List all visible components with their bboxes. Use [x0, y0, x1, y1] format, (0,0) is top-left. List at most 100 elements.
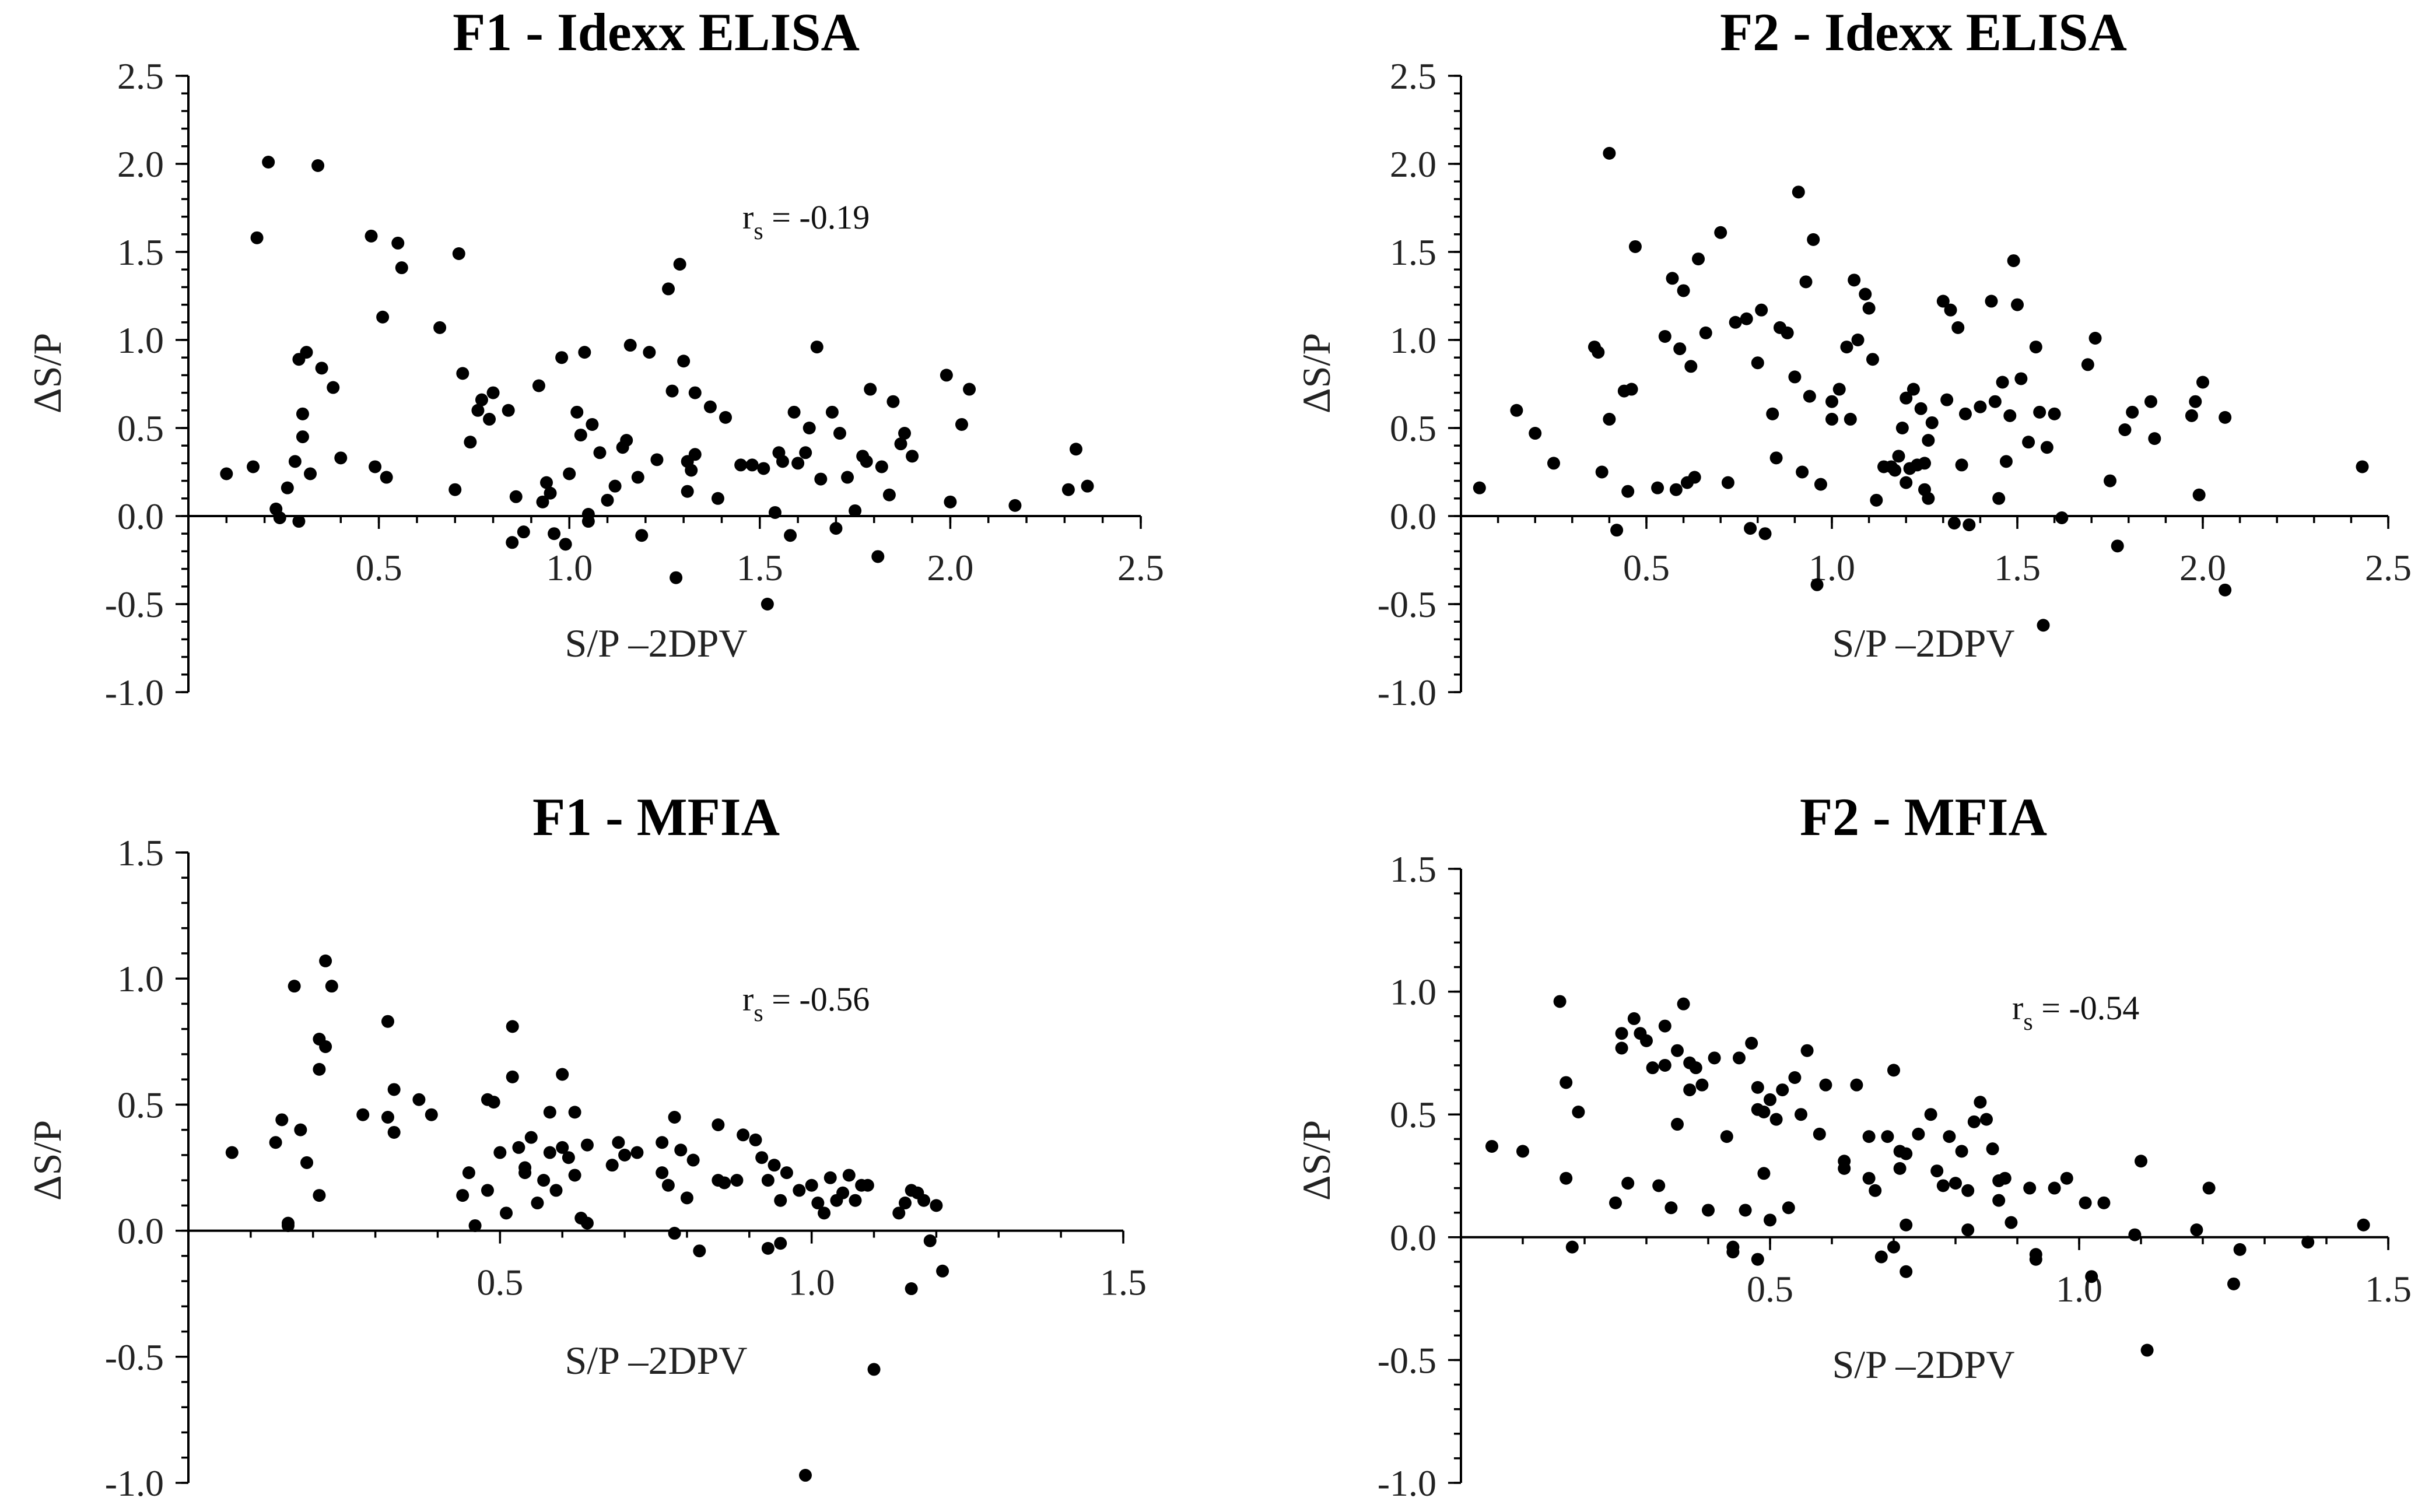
data-point [1615, 1027, 1628, 1040]
data-point [1998, 1171, 2012, 1185]
data-point [662, 282, 675, 296]
data-point [1688, 471, 1701, 484]
data-point [836, 1186, 850, 1199]
data-point [730, 1174, 744, 1187]
x-tick-label: 2.0 [927, 547, 973, 588]
data-point [1702, 1204, 1715, 1217]
data-point [787, 405, 801, 419]
y-axis-label: ΔS/P [1294, 1120, 1338, 1201]
data-point [2148, 432, 2161, 445]
data-point [468, 1219, 482, 1232]
data-point [562, 1151, 575, 1164]
y-tick-label: -0.5 [105, 584, 164, 625]
data-point [1862, 301, 1876, 315]
y-tick-label: -1.0 [1378, 1462, 1436, 1504]
data-point [2140, 1343, 2154, 1357]
y-tick-label: 1.0 [117, 320, 164, 361]
x-tick-label: 2.5 [2365, 547, 2412, 588]
data-point [1996, 376, 2009, 389]
chart-title: F2 - Idexx ELISA [1720, 2, 2127, 62]
panel-f1-idexx-elisa: F1 - Idexx ELISA S/P –2DPV ΔS/P rs = -0.… [25, 2, 1164, 713]
data-point [755, 1151, 769, 1164]
data-point [292, 515, 306, 528]
data-point [818, 1206, 831, 1220]
y-axis-label: ΔS/P [25, 1120, 69, 1201]
y-tick-label: 0.5 [117, 1084, 164, 1125]
data-point [1664, 1201, 1678, 1215]
y-axis-label: ΔS/P [25, 333, 69, 413]
data-point [2088, 331, 2102, 345]
data-point [680, 1191, 693, 1205]
data-point [1869, 1184, 1882, 1197]
data-point [1814, 478, 1827, 491]
data-point [1592, 346, 1605, 359]
data-point [327, 381, 340, 394]
data-point [2085, 1270, 2098, 1283]
y-tick-label: 2.5 [1390, 55, 1436, 97]
data-point [387, 1083, 401, 1096]
data-point [1565, 1240, 1579, 1254]
y-tick-label: 0.0 [1390, 496, 1436, 537]
data-point [365, 229, 378, 243]
data-point [849, 504, 862, 517]
data-point [356, 1108, 370, 1121]
data-point [1677, 997, 1690, 1011]
y-tick-label: 1.5 [1390, 231, 1436, 273]
data-point [1547, 457, 1560, 470]
data-point [456, 367, 469, 380]
data-point [1796, 465, 1809, 479]
data-point [1988, 395, 2002, 408]
data-point [1069, 443, 1082, 456]
x-tick-label: 2.0 [2179, 547, 2226, 588]
data-point [1714, 226, 1727, 239]
data-point [737, 1128, 750, 1142]
data-point [544, 486, 557, 500]
data-point [871, 550, 885, 563]
data-point [2037, 619, 2050, 632]
data-point [1758, 527, 1772, 541]
x-tick-label: 0.5 [356, 547, 402, 588]
y-tick-label: 1.5 [117, 832, 164, 873]
data-point [395, 261, 408, 275]
data-point [906, 450, 919, 463]
data-point [776, 455, 789, 468]
data-point [563, 467, 576, 480]
data-point [643, 346, 656, 359]
data-point [2029, 1253, 2042, 1266]
data-point [1603, 412, 1616, 426]
data-point [892, 1206, 906, 1220]
data-point [2144, 395, 2157, 408]
data-point [500, 1206, 513, 1220]
data-point [1572, 1105, 1585, 1118]
data-point [798, 1469, 812, 1482]
data-point [1955, 458, 1968, 472]
data-point [1609, 1196, 1622, 1209]
data-point [2118, 423, 2132, 437]
x-tick-label: 1.5 [1100, 1262, 1147, 1303]
data-point [1859, 287, 1872, 301]
y-tick-label: -1.0 [105, 1462, 164, 1504]
data-point [1699, 326, 1712, 339]
data-point [810, 341, 823, 354]
data-point [559, 538, 572, 551]
data-point [665, 384, 679, 398]
data-point [1914, 402, 1928, 415]
data-point [1958, 407, 1972, 420]
y-tick-label: 1.0 [1390, 320, 1436, 361]
data-point [574, 429, 587, 442]
data-point [1943, 1130, 1956, 1143]
y-tick-label: -0.5 [1378, 584, 1436, 625]
data-point [905, 1282, 918, 1296]
data-point [1900, 476, 1913, 489]
data-point [1961, 1223, 1975, 1237]
data-point [518, 1166, 532, 1180]
data-point [471, 404, 485, 417]
data-point [1974, 400, 1987, 413]
data-point [568, 1106, 581, 1119]
data-point [2126, 405, 2139, 419]
data-point [842, 1169, 856, 1182]
data-point [1739, 1204, 1752, 1217]
data-point [319, 1040, 332, 1053]
data-point [1848, 273, 1861, 287]
data-point [296, 430, 309, 444]
